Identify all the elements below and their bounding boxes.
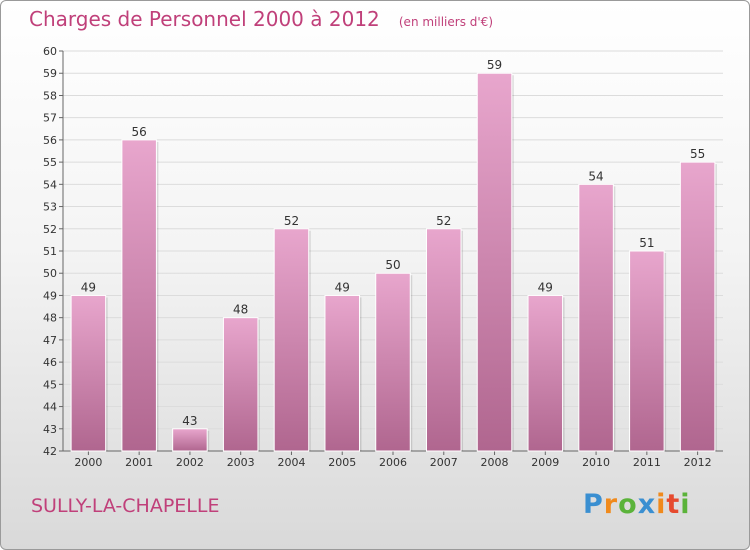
logo-letter: r xyxy=(604,489,618,520)
y-tick-label: 49 xyxy=(43,289,57,302)
y-tick-label: 46 xyxy=(43,356,57,369)
y-tick-label: 43 xyxy=(43,423,57,436)
bar-2000 xyxy=(71,295,106,451)
x-tick-label: 2005 xyxy=(328,456,356,469)
y-tick-label: 54 xyxy=(43,178,57,191)
y-tick-label: 51 xyxy=(43,245,57,258)
value-label: 50 xyxy=(385,258,400,272)
x-tick-label: 2011 xyxy=(633,456,661,469)
bar-2006 xyxy=(376,273,411,451)
value-label: 54 xyxy=(588,169,603,183)
x-tick-label: 2007 xyxy=(430,456,458,469)
logo-letter: x xyxy=(638,489,656,520)
logo-letter: o xyxy=(618,489,638,520)
value-label: 56 xyxy=(132,125,147,139)
y-tick-label: 53 xyxy=(43,201,57,214)
y-tick-label: 60 xyxy=(43,45,57,58)
chart-frame: Charges de Personnel 2000 à 2012 (en mil… xyxy=(0,0,750,550)
value-label: 52 xyxy=(436,214,451,228)
bar-2010 xyxy=(579,184,614,451)
y-tick-label: 47 xyxy=(43,334,57,347)
proxiti-logo: Proxiti xyxy=(583,489,691,520)
x-tick-label: 2006 xyxy=(379,456,407,469)
bar-2008 xyxy=(477,73,512,451)
bar-2001 xyxy=(122,140,157,451)
logo-letter: i xyxy=(656,489,666,520)
y-tick-label: 56 xyxy=(43,134,57,147)
value-label: 43 xyxy=(182,414,197,428)
value-label: 49 xyxy=(538,280,553,294)
x-tick-label: 2008 xyxy=(481,456,509,469)
bar-2007 xyxy=(427,229,462,451)
y-tick-label: 48 xyxy=(43,312,57,325)
value-label: 49 xyxy=(81,280,96,294)
x-tick-label: 2004 xyxy=(277,456,305,469)
value-label: 59 xyxy=(487,58,502,72)
bar-2004 xyxy=(274,229,309,451)
x-tick-label: 2002 xyxy=(176,456,204,469)
bar-2011 xyxy=(630,251,665,451)
y-tick-label: 52 xyxy=(43,223,57,236)
logo-letter: t xyxy=(666,489,680,520)
x-tick-label: 2012 xyxy=(684,456,712,469)
x-tick-label: 2000 xyxy=(74,456,102,469)
bar-2002 xyxy=(173,429,208,451)
bar-chart: 42 43 44 45 46 47 48 49 50 51 52 53 54 55 56 57 58 59 60 20… xyxy=(1,1,750,550)
bar-2003 xyxy=(223,318,258,451)
y-tick-label: 50 xyxy=(43,267,57,280)
value-label: 55 xyxy=(690,147,705,161)
y-tick-label: 44 xyxy=(43,401,57,414)
y-tick-label: 59 xyxy=(43,67,57,80)
value-label: 52 xyxy=(284,214,299,228)
y-tick-label: 57 xyxy=(43,112,57,125)
value-label: 49 xyxy=(335,280,350,294)
x-tick-label: 2010 xyxy=(582,456,610,469)
bar-2012 xyxy=(680,162,715,451)
logo-letter: i xyxy=(680,489,690,520)
value-label: 48 xyxy=(233,303,248,317)
y-tick-label: 42 xyxy=(43,445,57,458)
city-name: SULLY-LA-CHAPELLE xyxy=(31,495,219,517)
value-label: 51 xyxy=(639,236,654,250)
x-tick-label: 2009 xyxy=(531,456,559,469)
y-tick-label: 55 xyxy=(43,156,57,169)
bar-2009 xyxy=(528,295,563,451)
logo-letter: P xyxy=(583,489,604,520)
y-tick-label: 58 xyxy=(43,89,57,102)
bar-2005 xyxy=(325,295,360,451)
y-tick-label: 45 xyxy=(43,378,57,391)
x-tick-label: 2003 xyxy=(227,456,255,469)
x-tick-label: 2001 xyxy=(125,456,153,469)
